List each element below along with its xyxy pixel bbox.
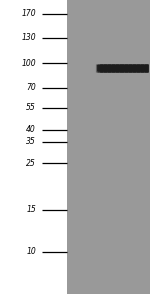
Text: 130: 130 — [21, 34, 36, 43]
Bar — [67, 0, 150, 294]
Text: 35: 35 — [26, 138, 36, 146]
Bar — [97, 65, 146, 71]
Text: 25: 25 — [26, 158, 36, 168]
Text: 70: 70 — [26, 83, 36, 93]
Text: 10: 10 — [26, 248, 36, 256]
Text: 100: 100 — [21, 59, 36, 68]
Bar — [0, 0, 67, 294]
Text: 40: 40 — [26, 126, 36, 134]
Text: 15: 15 — [26, 206, 36, 215]
Text: 170: 170 — [21, 9, 36, 19]
Text: 55: 55 — [26, 103, 36, 113]
